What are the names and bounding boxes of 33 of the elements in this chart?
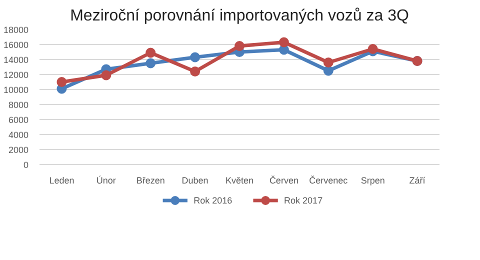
x-tick-label: Červenec	[309, 176, 348, 186]
chart-title: Meziroční porovnání importovaných vozů za 3Q	[70, 8, 409, 24]
point	[323, 58, 334, 68]
point	[234, 41, 244, 51]
y-tick-label: 4000	[8, 130, 29, 140]
point	[368, 44, 378, 54]
x-tick-label: Červen	[269, 176, 298, 186]
y-tick-label: 6000	[8, 115, 29, 125]
point	[323, 66, 334, 76]
point	[101, 70, 112, 80]
legend-label: Rok 2016	[194, 196, 232, 206]
x-tick-label: Srpen	[360, 176, 385, 186]
x-tick-label: Únor	[96, 176, 116, 186]
y-tick-label: 12000	[3, 70, 29, 80]
point	[190, 66, 200, 76]
x-tick-label: Září	[409, 176, 426, 186]
y-tick-label: 18000	[3, 25, 29, 35]
y-tick-label: 0	[23, 160, 29, 170]
x-tick-label: Leden	[49, 176, 74, 186]
y-tick-label: 2000	[8, 145, 29, 155]
x-tick-label: Květen	[225, 176, 254, 186]
y-tick-label: 10000	[3, 85, 29, 95]
y-tick-label: 16000	[3, 40, 29, 50]
y-tick-label: 14000	[3, 55, 29, 65]
point	[56, 77, 67, 87]
x-tick-label: Březen	[136, 176, 165, 186]
y-tick-label: 8000	[8, 100, 29, 110]
x-tick-label: Duben	[182, 176, 208, 186]
point	[146, 58, 156, 68]
point	[278, 37, 289, 48]
point	[146, 48, 156, 58]
legend-label: Rok 2017	[284, 196, 323, 206]
point	[190, 52, 200, 62]
